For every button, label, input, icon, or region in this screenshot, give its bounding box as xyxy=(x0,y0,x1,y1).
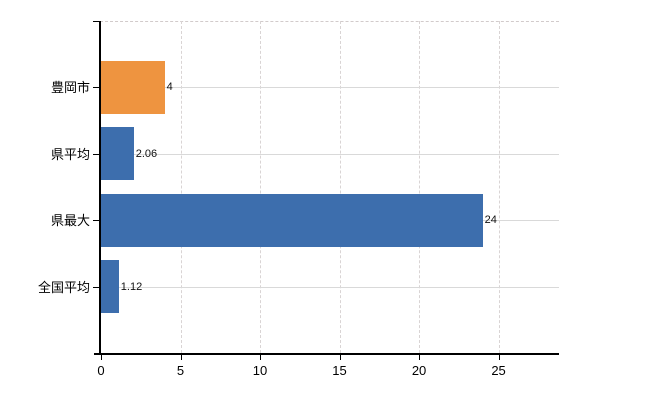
vertical-gridline xyxy=(419,21,421,353)
x-axis-tick xyxy=(419,355,421,360)
x-tick-label: 20 xyxy=(411,363,427,378)
bar-豊岡市 xyxy=(101,60,165,114)
category-label-全国平均: 全国平均 xyxy=(37,279,90,295)
plot-area: 4 2.06 24 1.12 xyxy=(100,21,559,353)
category-label-県最大: 県最大 xyxy=(50,213,90,229)
bar-value-label: 2.06 xyxy=(135,147,158,160)
vertical-gridline xyxy=(498,21,500,353)
x-axis-tick xyxy=(260,355,262,360)
category-tick xyxy=(93,220,100,222)
vertical-gridline xyxy=(260,21,262,353)
x-axis-tick xyxy=(339,355,341,360)
vertical-gridline xyxy=(180,21,182,353)
category-label-県平均: 県平均 xyxy=(50,146,90,162)
x-tick-label: 0 xyxy=(97,363,105,378)
horizontal-gridline xyxy=(101,87,559,89)
bar-value-label: 24 xyxy=(484,214,497,227)
x-axis-tick xyxy=(101,355,102,360)
horizontal-gridline xyxy=(101,286,559,288)
y-axis-top-tick xyxy=(93,21,100,22)
category-tick xyxy=(93,153,100,155)
category-tick xyxy=(93,286,100,288)
x-axis-tick xyxy=(180,355,182,360)
bar-県最大 xyxy=(101,193,483,247)
bar-value-label: 1.12 xyxy=(120,280,143,293)
category-label-豊岡市: 豊岡市 xyxy=(50,80,90,96)
plot-top-border xyxy=(100,21,559,22)
x-axis-tick xyxy=(498,355,500,360)
vertical-gridline xyxy=(339,21,341,353)
x-tick-label: 5 xyxy=(176,363,185,378)
horizontal-gridline xyxy=(101,153,559,155)
x-tick-label: 15 xyxy=(332,363,347,378)
bar-value-label: 4 xyxy=(166,81,173,94)
y-axis-line xyxy=(99,21,101,354)
category-tick xyxy=(93,87,100,89)
x-tick-label: 25 xyxy=(491,363,506,378)
bar-全国平均 xyxy=(101,260,119,314)
x-tick-label: 10 xyxy=(252,363,268,378)
bar-県平均 xyxy=(101,127,134,181)
x-axis-line xyxy=(94,353,559,355)
